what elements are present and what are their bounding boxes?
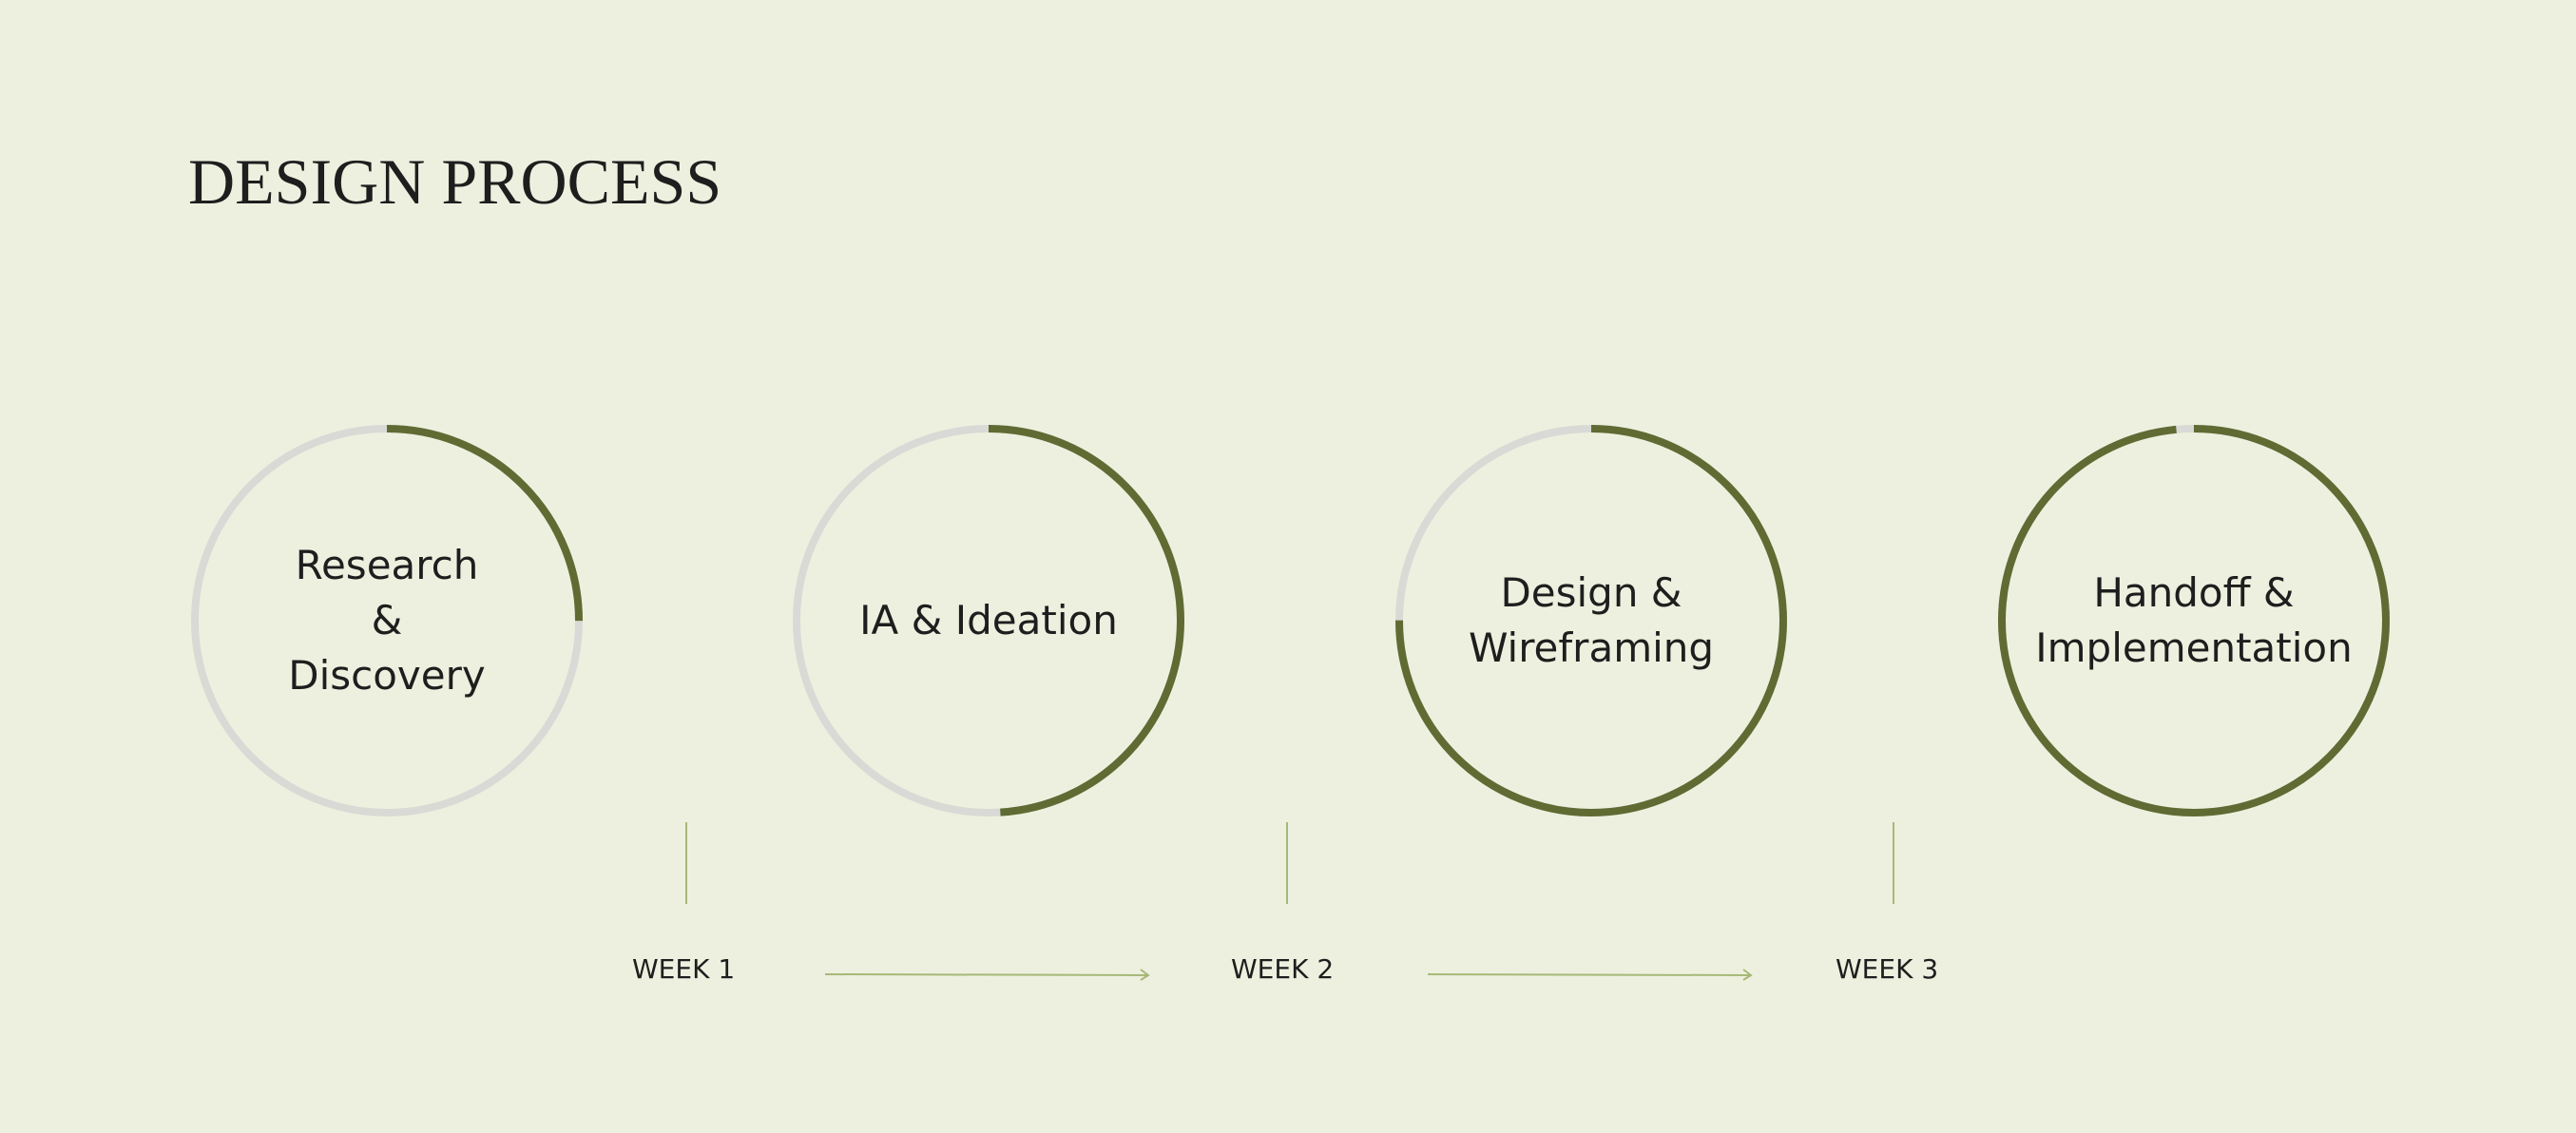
stage-label: Handoff & Implementation (2035, 569, 2353, 671)
timeline-arrow-right-icon (1427, 969, 1753, 981)
timeline-arrow-right-icon (824, 969, 1150, 981)
week-label-3: WEEK 3 (1836, 953, 1939, 985)
timeline-tick (1893, 822, 1894, 904)
stage-label: Design & Wireframing (1468, 569, 1715, 671)
progress-ring (1998, 425, 2390, 816)
page-title: DESIGN PROCESS (188, 145, 722, 218)
stage-design-wireframing: Design & Wireframing (1392, 421, 1791, 820)
ring-progress (1395, 425, 1787, 816)
ring-progress (1998, 425, 2390, 816)
week-label-1: WEEK 1 (632, 953, 736, 985)
progress-ring (793, 425, 1184, 816)
stage-ia-ideation: IA & Ideation (789, 421, 1188, 820)
stage-label: IA & Ideation (859, 597, 1118, 643)
stage-handoff-implementation: Handoff & Implementation (1994, 421, 2393, 820)
progress-ring (1395, 425, 1787, 816)
ring-progress (191, 425, 583, 816)
timeline-tick (685, 822, 687, 904)
ring-progress (793, 425, 1184, 816)
stage-label: Research & Discovery (288, 542, 486, 699)
stage-research-discovery: Research & Discovery (187, 421, 586, 820)
progress-ring (191, 425, 583, 816)
timeline-tick (1286, 822, 1288, 904)
week-label-2: WEEK 2 (1231, 953, 1335, 985)
